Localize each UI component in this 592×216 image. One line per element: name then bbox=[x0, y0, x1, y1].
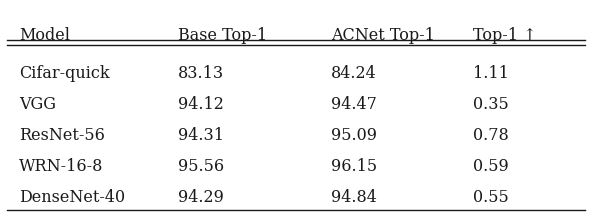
Text: WRN-16-8: WRN-16-8 bbox=[19, 158, 104, 175]
Text: 94.47: 94.47 bbox=[332, 96, 377, 113]
Text: 0.35: 0.35 bbox=[473, 96, 509, 113]
Text: 95.09: 95.09 bbox=[332, 127, 377, 144]
Text: 94.31: 94.31 bbox=[178, 127, 224, 144]
Text: 1.11: 1.11 bbox=[473, 65, 509, 82]
Text: DenseNet-40: DenseNet-40 bbox=[19, 189, 125, 206]
Text: ResNet-56: ResNet-56 bbox=[19, 127, 105, 144]
Text: 0.59: 0.59 bbox=[473, 158, 509, 175]
Text: ACNet Top-1: ACNet Top-1 bbox=[332, 27, 435, 44]
Text: 95.56: 95.56 bbox=[178, 158, 224, 175]
Text: 94.84: 94.84 bbox=[332, 189, 377, 206]
Text: 83.13: 83.13 bbox=[178, 65, 224, 82]
Text: Model: Model bbox=[19, 27, 70, 44]
Text: 84.24: 84.24 bbox=[332, 65, 377, 82]
Text: 94.29: 94.29 bbox=[178, 189, 224, 206]
Text: Top-1 ↑: Top-1 ↑ bbox=[473, 27, 536, 44]
Text: 96.15: 96.15 bbox=[332, 158, 378, 175]
Text: Cifar-quick: Cifar-quick bbox=[19, 65, 110, 82]
Text: 0.55: 0.55 bbox=[473, 189, 509, 206]
Text: 0.78: 0.78 bbox=[473, 127, 509, 144]
Text: Base Top-1: Base Top-1 bbox=[178, 27, 267, 44]
Text: 94.12: 94.12 bbox=[178, 96, 224, 113]
Text: VGG: VGG bbox=[19, 96, 56, 113]
